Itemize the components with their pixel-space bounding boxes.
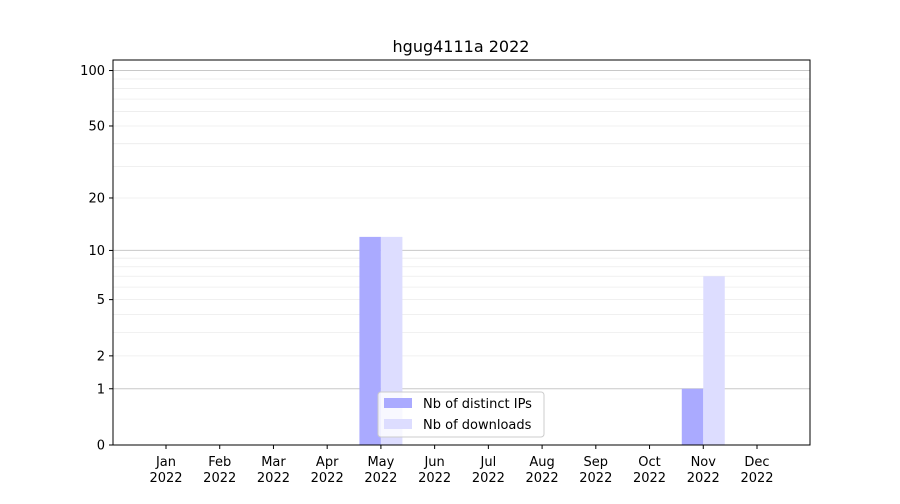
y-tick-label: 10 bbox=[88, 244, 105, 259]
y-tick-label: 5 bbox=[97, 293, 105, 308]
x-tick-label: Jul 2022 bbox=[472, 455, 505, 486]
y-tick-label: 1 bbox=[97, 382, 105, 397]
bar-nb-of-downloads bbox=[703, 276, 725, 445]
x-tick-label: Feb 2022 bbox=[203, 455, 236, 486]
chart-title: hgug4111a 2022 bbox=[393, 37, 530, 56]
x-tick-label: Jun 2022 bbox=[418, 455, 451, 486]
y-tick-label: 50 bbox=[88, 119, 105, 134]
legend-box bbox=[377, 391, 545, 438]
bar-nb-of-distinct-ips bbox=[359, 236, 381, 445]
x-tick-label: Sep 2022 bbox=[579, 455, 612, 486]
plot-frame bbox=[112, 59, 811, 446]
x-tick-label: Dec 2022 bbox=[740, 455, 773, 486]
x-tick-label: Apr 2022 bbox=[311, 455, 344, 486]
y-tick-label: 20 bbox=[88, 191, 105, 206]
y-tick-label: 2 bbox=[97, 349, 105, 364]
y-tick-label: 0 bbox=[97, 439, 105, 454]
legend-swatch bbox=[384, 398, 412, 408]
x-tick-label: Nov 2022 bbox=[687, 455, 720, 486]
legend-label: Nb of downloads bbox=[423, 418, 532, 433]
x-tick-label: May 2022 bbox=[364, 455, 397, 486]
y-tick-label: 100 bbox=[80, 64, 105, 79]
legend: Nb of distinct IPs Nb of downloads bbox=[377, 391, 545, 438]
x-tick-label: Mar 2022 bbox=[257, 455, 290, 486]
x-tick-label: Jan 2022 bbox=[149, 455, 182, 486]
legend-label: Nb of distinct IPs bbox=[423, 397, 532, 412]
x-tick-label: Oct 2022 bbox=[633, 455, 666, 486]
x-tick-label: Aug 2022 bbox=[526, 455, 559, 486]
legend-swatch bbox=[384, 419, 412, 429]
bar-nb-of-distinct-ips bbox=[681, 388, 704, 445]
